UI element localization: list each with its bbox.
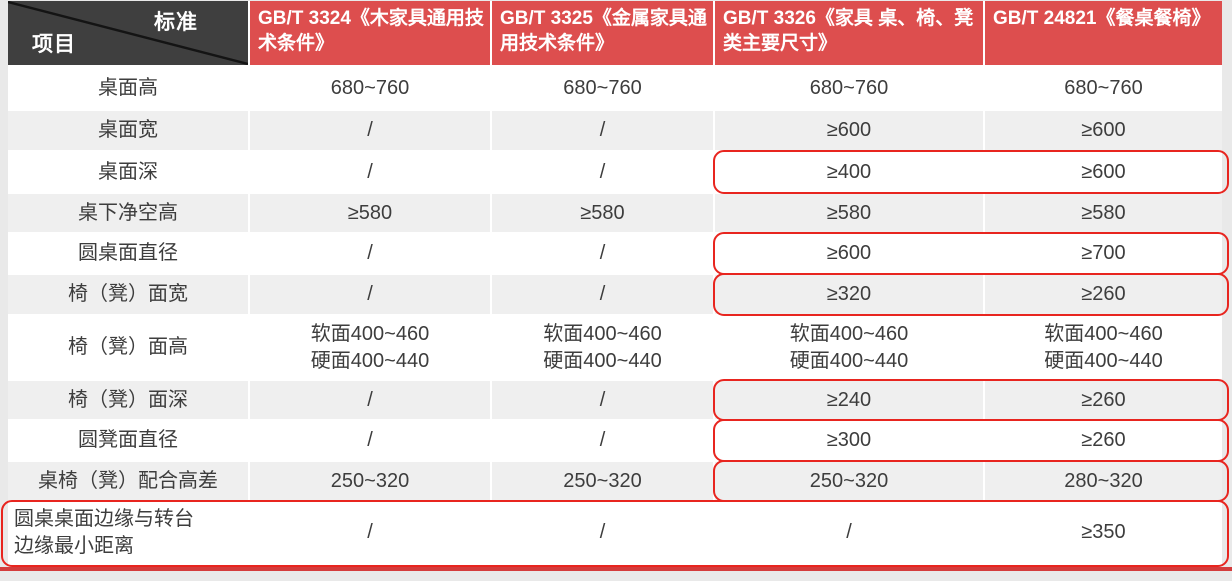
cell-value: ≥600 bbox=[715, 234, 983, 273]
cell-value: ≥300 bbox=[715, 421, 983, 460]
cell-value: 250~320 bbox=[715, 462, 983, 500]
row-label: 椅（凳）面高 bbox=[8, 316, 248, 379]
cell-value: 280~320 bbox=[985, 462, 1222, 500]
cell-value: ≥600 bbox=[985, 152, 1222, 192]
cell-value: ≥240 bbox=[715, 381, 983, 419]
cell-value: / bbox=[250, 152, 490, 192]
cell-value: / bbox=[250, 381, 490, 419]
header-cell-3: GB/T 3326《家具 桌、椅、凳类主要尺寸》 bbox=[715, 1, 983, 65]
table-row: 桌下净空高 ≥580 ≥580 ≥580 ≥580 bbox=[8, 194, 1222, 232]
table-row: 桌面高 680~760 680~760 680~760 680~760 bbox=[8, 68, 1222, 109]
row-label: 桌面高 bbox=[8, 68, 248, 109]
row-label: 桌面深 bbox=[8, 152, 248, 192]
cell-value: / bbox=[715, 502, 983, 563]
cell-value: ≥700 bbox=[985, 234, 1222, 273]
table-body: 桌面高 680~760 680~760 680~760 680~760 桌面宽 / / ≥600… bbox=[1, 68, 1229, 567]
cell-value: ≥580 bbox=[250, 194, 490, 232]
table-row: 椅（凳）面宽 / / ≥320 ≥260 bbox=[8, 273, 1229, 316]
cell-value: / bbox=[250, 275, 490, 314]
table-row: 椅（凳）面高 软面400~460 硬面400~440 软面400~460 硬面400… bbox=[8, 316, 1222, 379]
row-label: 桌下净空高 bbox=[8, 194, 248, 232]
table-row: 圆桌桌面边缘与转台 边缘最小距离 / / / ≥350 bbox=[1, 500, 1229, 567]
table-row: 桌面宽 / / ≥600 ≥600 bbox=[8, 111, 1222, 150]
header-cell-2: GB/T 3325《金属家具通用技术条件》 bbox=[492, 1, 713, 65]
corner-label-standard: 标准 bbox=[154, 11, 198, 34]
table-row: 桌椅（凳）配合高差 250~320 250~320 250~320 280~320 bbox=[8, 460, 1229, 502]
cell-value: / bbox=[250, 421, 490, 460]
cell-value: / bbox=[492, 421, 713, 460]
cell-value: 680~760 bbox=[715, 68, 983, 109]
cell-value: / bbox=[492, 152, 713, 192]
cell-value: ≥580 bbox=[985, 194, 1222, 232]
row-label: 桌椅（凳）配合高差 bbox=[8, 462, 248, 500]
table-row: 桌面深 / / ≥400 ≥600 bbox=[8, 150, 1229, 194]
cell-value: ≥260 bbox=[985, 381, 1222, 419]
corner-cell: 标准 项目 bbox=[8, 1, 248, 65]
row-label: 圆桌桌面边缘与转台 边缘最小距离 bbox=[8, 502, 248, 563]
table-row: 圆凳面直径 / / ≥300 ≥260 bbox=[8, 419, 1229, 462]
cell-value: / bbox=[492, 275, 713, 314]
header-cell-1: GB/T 3324《木家具通用技术条件》 bbox=[250, 1, 490, 65]
row-label: 椅（凳）面宽 bbox=[8, 275, 248, 314]
row-label: 圆桌面直径 bbox=[8, 234, 248, 273]
cell-value: / bbox=[492, 502, 713, 563]
cell-value: 680~760 bbox=[985, 68, 1222, 109]
table-row: 椅（凳）面深 / / ≥240 ≥260 bbox=[8, 379, 1229, 421]
cell-value: 250~320 bbox=[250, 462, 490, 500]
bottom-red-bar bbox=[0, 567, 1232, 571]
standards-comparison-table: 标准 项目 GB/T 3324《木家具通用技术条件》 GB/T 3325《金属家具… bbox=[1, 1, 1229, 567]
cell-value: ≥580 bbox=[492, 194, 713, 232]
header-cell-4: GB/T 24821《餐桌餐椅》 bbox=[985, 1, 1222, 65]
row-label: 圆凳面直径 bbox=[8, 421, 248, 460]
cell-value: ≥400 bbox=[715, 152, 983, 192]
cell-value: ≥260 bbox=[985, 275, 1222, 314]
cell-value: 680~760 bbox=[250, 68, 490, 109]
cell-value: ≥350 bbox=[985, 502, 1222, 563]
cell-value: 250~320 bbox=[492, 462, 713, 500]
table-row: 圆桌面直径 / / ≥600 ≥700 bbox=[8, 232, 1229, 275]
cell-value: ≥320 bbox=[715, 275, 983, 314]
cell-value: ≥580 bbox=[715, 194, 983, 232]
row-label: 椅（凳）面深 bbox=[8, 381, 248, 419]
cell-value: / bbox=[492, 234, 713, 273]
cell-value: 软面400~460 硬面400~440 bbox=[492, 316, 713, 379]
cell-value: 软面400~460 硬面400~440 bbox=[715, 316, 983, 379]
cell-value: 软面400~460 硬面400~440 bbox=[250, 316, 490, 379]
row-label: 桌面宽 bbox=[8, 111, 248, 150]
cell-value: / bbox=[250, 502, 490, 563]
diagonal-divider bbox=[8, 1, 248, 65]
header-row: 标准 项目 GB/T 3324《木家具通用技术条件》 GB/T 3325《金属家具… bbox=[8, 1, 1222, 65]
cell-value: ≥600 bbox=[985, 111, 1222, 150]
cell-value: 软面400~460 硬面400~440 bbox=[985, 316, 1222, 379]
cell-value: / bbox=[250, 234, 490, 273]
cell-value: / bbox=[492, 381, 713, 419]
cell-value: ≥600 bbox=[715, 111, 983, 150]
cell-value: 680~760 bbox=[492, 68, 713, 109]
cell-value: / bbox=[492, 111, 713, 150]
cell-value: / bbox=[250, 111, 490, 150]
corner-label-item: 项目 bbox=[32, 33, 76, 56]
cell-value: ≥260 bbox=[985, 421, 1222, 460]
